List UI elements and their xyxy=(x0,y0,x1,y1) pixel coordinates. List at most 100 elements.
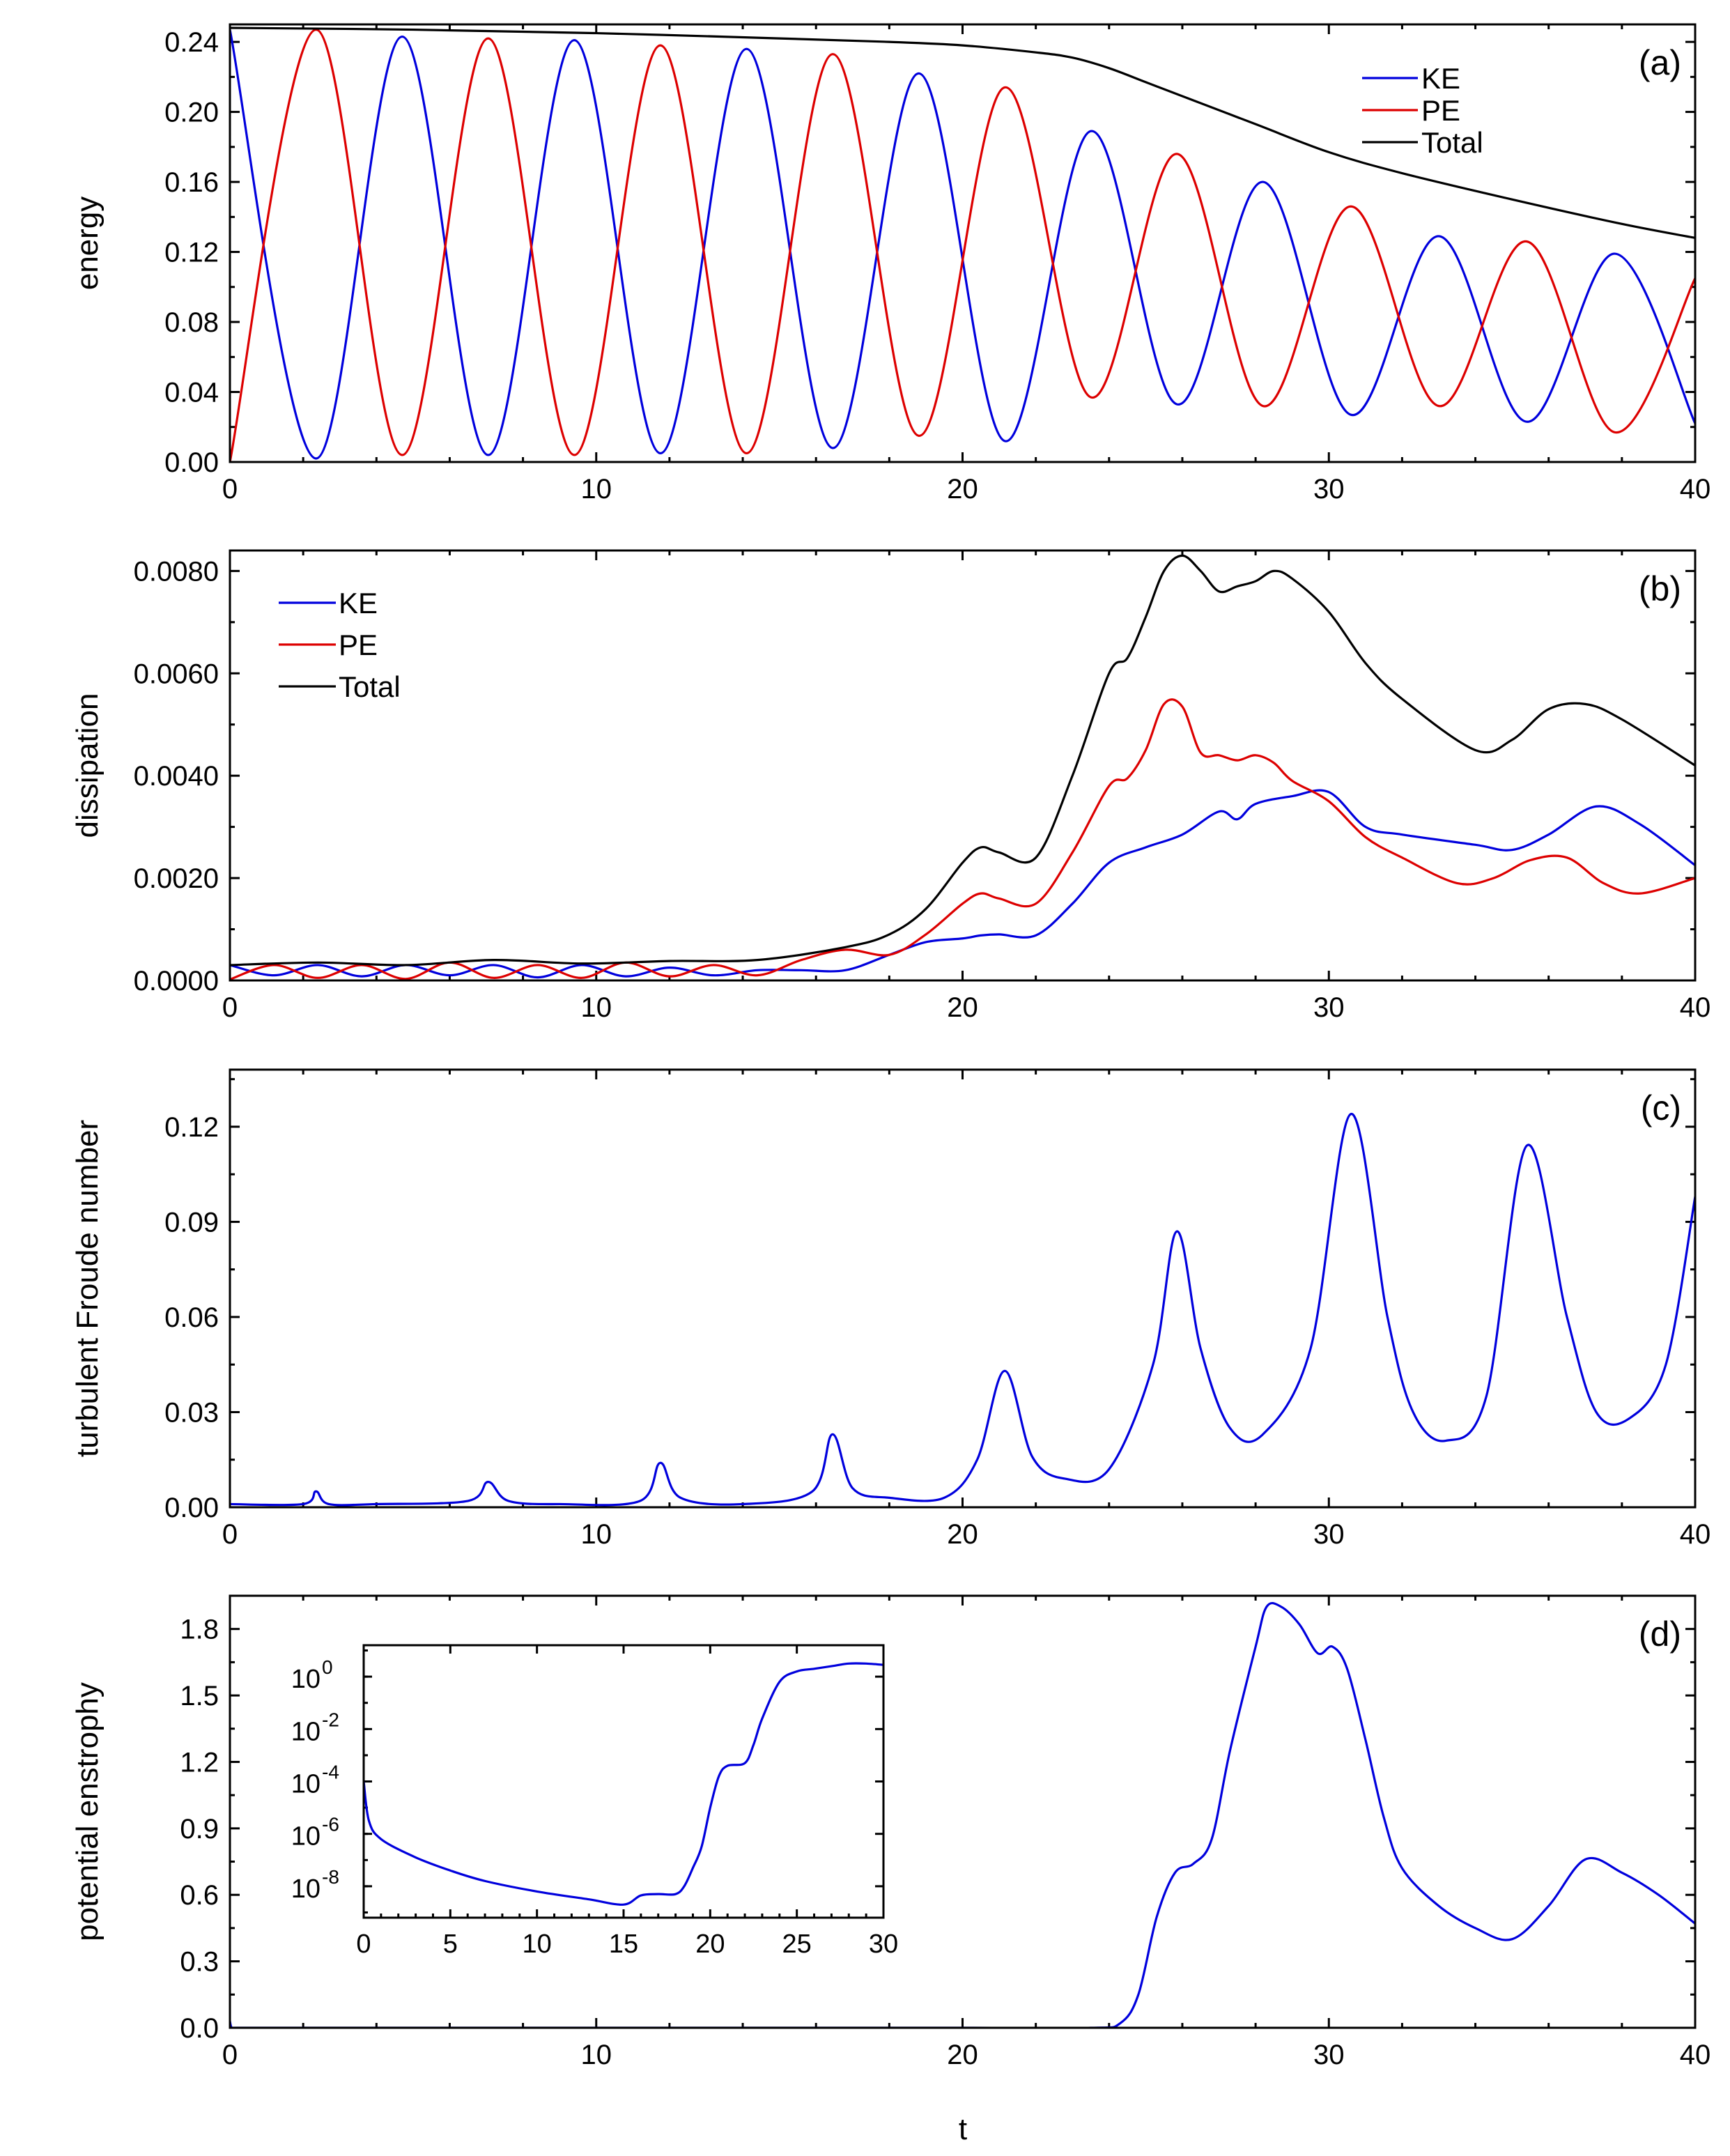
x-axis-title: t xyxy=(959,2112,967,2146)
inset-x-tick-label: 30 xyxy=(869,1930,898,1959)
legend-label-ke: KE xyxy=(339,587,378,619)
x-tick-label: 40 xyxy=(1680,992,1711,1023)
x-tick-label: 40 xyxy=(1680,474,1711,505)
y-tick-label: 0.0060 xyxy=(134,659,219,689)
x-tick-label: 40 xyxy=(1680,1519,1711,1550)
plot-frame xyxy=(229,1068,1697,1509)
plot-frame xyxy=(229,549,1697,982)
panel-label: (c) xyxy=(1641,1088,1681,1127)
y-tick-label: 0.06 xyxy=(164,1302,219,1333)
x-tick-label: 30 xyxy=(1313,2040,1345,2070)
x-tick-label: 20 xyxy=(947,1519,978,1550)
inset-y-tick-exponent: 0 xyxy=(322,1656,333,1678)
x-tick-label: 0 xyxy=(222,1519,238,1550)
panel-label: (a) xyxy=(1639,43,1681,82)
series-group xyxy=(230,26,1695,462)
inset-x-tick-label: 20 xyxy=(695,1930,725,1959)
y-axis-title: energy xyxy=(70,197,105,291)
inset-y-tick-exponent: -8 xyxy=(322,1866,339,1888)
x-tick-label: 20 xyxy=(947,992,978,1023)
y-tick-label: 0.00 xyxy=(164,447,219,478)
inset-y-tick-exponent: -4 xyxy=(322,1762,339,1783)
series-line-pe xyxy=(230,28,1695,462)
series-line-total xyxy=(230,26,1695,240)
inset-series-line xyxy=(364,1662,883,1906)
inset-y-tick-base: 10 xyxy=(291,1770,320,1799)
x-tick-label: 0 xyxy=(222,992,238,1023)
y-tick-label: 0.04 xyxy=(164,378,219,408)
series-line-fr xyxy=(230,1113,1695,1507)
inset-x-tick-label: 0 xyxy=(356,1930,371,1959)
y-tick-label: 0.09 xyxy=(164,1207,219,1238)
inset-y-tick-exponent: -2 xyxy=(322,1709,339,1730)
inset-y-tick-base: 10 xyxy=(291,1717,320,1746)
legend: KE PE Total xyxy=(279,587,401,703)
x-tick-label: 20 xyxy=(947,474,978,505)
y-tick-label: 0.0 xyxy=(180,2013,219,2044)
legend-label-pe: PE xyxy=(339,629,378,661)
y-tick-label: 0.16 xyxy=(164,167,219,198)
legend-label-ke: KE xyxy=(1421,62,1460,95)
inset-x-tick-label: 15 xyxy=(609,1930,638,1959)
y-tick-label: 0.0080 xyxy=(134,556,219,587)
x-tick-label: 30 xyxy=(1313,474,1345,505)
y-axis-title: potential enstrophy xyxy=(70,1682,105,1941)
inset-x-tick-label: 25 xyxy=(782,1930,812,1959)
x-tick-label: 30 xyxy=(1313,992,1345,1023)
legend-label-total: Total xyxy=(339,670,401,703)
panel-label: (d) xyxy=(1639,1615,1681,1654)
y-axis-title: turbulent Froude number xyxy=(70,1120,105,1457)
inset-x-tick-label: 5 xyxy=(443,1930,458,1959)
y-tick-label: 0.00 xyxy=(164,1493,219,1523)
inset-y-tick-base: 10 xyxy=(291,1822,320,1851)
legend-label-pe: PE xyxy=(1421,94,1460,127)
x-tick-label: 10 xyxy=(581,2040,612,2070)
inset-series-group xyxy=(364,1662,883,1906)
y-tick-label: 0.24 xyxy=(164,27,219,58)
series-line-ke xyxy=(230,789,1695,979)
x-tick-label: 0 xyxy=(222,2040,238,2070)
x-tick-label: 20 xyxy=(947,2040,978,2070)
inset-y-tick-base: 10 xyxy=(291,1665,320,1694)
y-tick-label: 0.3 xyxy=(180,1947,219,1978)
y-tick-label: 0.6 xyxy=(180,1880,219,1911)
plot-frame xyxy=(229,23,1697,463)
series-line-ke xyxy=(230,29,1695,460)
y-tick-label: 0.0040 xyxy=(134,761,219,792)
panel-b: 0 10 20 30 40 0.0000 0.0020 0.0040 0.0060 0.0080 d… xyxy=(70,549,1711,1023)
y-tick-label: 1.5 xyxy=(180,1681,219,1711)
panel-d: 0 10 20 30 400.00.30.60.91.21.51.8potential … xyxy=(70,1594,1711,2070)
inset-y-tick-exponent: -6 xyxy=(322,1814,339,1835)
series-line-pe xyxy=(230,698,1695,980)
x-tick-label: 10 xyxy=(581,992,612,1023)
y-tick-label: 0.12 xyxy=(164,238,219,268)
y-tick-label: 1.8 xyxy=(180,1615,219,1645)
series-line-total xyxy=(230,554,1695,967)
inset-y-tick-base: 10 xyxy=(291,1874,320,1904)
x-tick-label: 0 xyxy=(222,474,238,505)
y-tick-label: 0.03 xyxy=(164,1397,219,1428)
panel-a: 0 10 20 30 40 0.00 0.04 0.08 0.12 0.16 0.20 0.24 ene… xyxy=(70,23,1711,505)
panel-c: 0 10 20 30 40 0.00 0.03 0.06 0.09 0.12 turbulent F… xyxy=(70,1068,1711,1550)
x-tick-label: 30 xyxy=(1313,1519,1345,1550)
series-group xyxy=(230,1113,1695,1507)
x-tick-label: 10 xyxy=(581,474,612,505)
y-tick-label: 1.2 xyxy=(180,1747,219,1778)
y-tick-label: 0.0020 xyxy=(134,863,219,894)
plot-frame xyxy=(229,1594,1697,2029)
panel-label: (b) xyxy=(1639,569,1681,608)
x-tick-label: 10 xyxy=(581,1519,612,1550)
y-tick-label: 0.12 xyxy=(164,1112,219,1143)
x-tick-label: 40 xyxy=(1680,2040,1711,2070)
y-tick-label: 0.9 xyxy=(180,1814,219,1845)
inset-frame xyxy=(362,1644,885,1919)
series-group xyxy=(230,554,1695,980)
y-axis-title: dissipation xyxy=(70,693,105,838)
y-tick-label: 0.0000 xyxy=(134,966,219,996)
y-tick-label: 0.08 xyxy=(164,307,219,338)
inset-x-tick-label: 10 xyxy=(523,1930,552,1959)
legend-label-total: Total xyxy=(1421,126,1483,159)
